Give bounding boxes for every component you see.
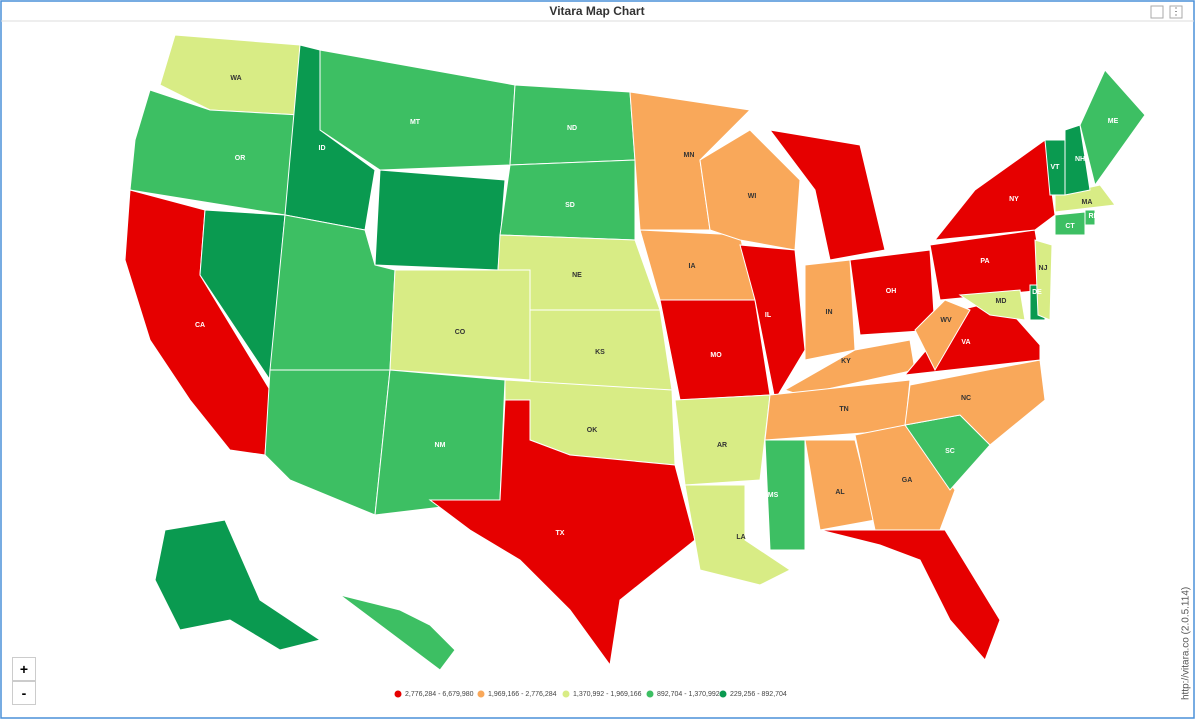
state — [319, 49, 516, 171]
legend-label: 229,256 - 892,704 — [730, 691, 787, 698]
legend-label: 1,370,992 - 1,969,166 — [573, 691, 642, 698]
state-label: RI — [1089, 213, 1096, 220]
state — [1034, 239, 1053, 321]
legend-swatch — [719, 690, 727, 698]
legend-label: 2,776,284 - 6,679,980 — [405, 691, 474, 698]
state-label: WA — [230, 75, 241, 82]
state — [428, 399, 696, 667]
state-label: SC — [945, 448, 955, 455]
state-label: ME — [1108, 118, 1119, 125]
state-label: SD — [565, 202, 575, 209]
state-label: WV — [940, 317, 952, 324]
state-label: OH — [886, 288, 897, 295]
state-label: OR — [235, 155, 246, 162]
state — [1079, 69, 1146, 187]
state — [768, 129, 886, 261]
state-label: MD — [996, 298, 1007, 305]
state-label: VA — [961, 339, 970, 346]
state-label: OK — [587, 427, 598, 434]
state-label: MT — [410, 119, 421, 126]
state-label: IL — [765, 312, 772, 319]
legend-label: 1,969,166 - 2,776,284 — [488, 691, 557, 698]
state-label: MN — [684, 152, 695, 159]
state-label: PA — [980, 258, 989, 265]
state — [1054, 211, 1086, 236]
state-label: NJ — [1039, 265, 1048, 272]
state — [374, 169, 506, 271]
state — [684, 484, 791, 586]
state-label: KS — [595, 349, 605, 356]
legend-swatch — [477, 690, 485, 698]
state-label: KY — [841, 358, 851, 365]
title: Vitara Map Chart — [549, 4, 644, 18]
legend-swatch — [562, 690, 570, 698]
state — [154, 519, 322, 651]
legend-swatch — [646, 690, 654, 698]
state — [929, 229, 1046, 301]
state — [389, 269, 531, 381]
state — [739, 244, 806, 402]
state — [854, 424, 956, 531]
state-label: ID — [319, 145, 326, 152]
menu-icon[interactable] — [1169, 5, 1183, 19]
state-label: ND — [567, 125, 577, 132]
state-label: IN — [826, 309, 833, 316]
state-label: CO — [455, 329, 466, 336]
state-label: NH — [1075, 156, 1085, 163]
state-label: NM — [435, 442, 446, 449]
state-label: IA — [689, 263, 696, 270]
state-label: MO — [710, 352, 722, 359]
legend-swatch — [394, 690, 402, 698]
state — [933, 139, 1056, 241]
state-label: GA — [902, 477, 913, 484]
state-label: DE — [1032, 289, 1042, 296]
state — [264, 369, 391, 516]
state-label: CA — [195, 322, 205, 329]
state-label: TX — [556, 530, 565, 537]
state-label: TN — [839, 406, 848, 413]
state-label: AL — [835, 489, 845, 496]
state — [958, 289, 1026, 321]
state-label: NY — [1009, 196, 1019, 203]
state — [764, 439, 806, 551]
state-label: VT — [1051, 164, 1061, 171]
legend-label: 892,704 - 1,370,992 — [657, 691, 720, 698]
state-label: AR — [717, 442, 727, 449]
state-label: NE — [572, 272, 582, 279]
state — [1064, 124, 1091, 196]
state — [914, 299, 971, 372]
menu-dots: ⋮ — [1171, 7, 1181, 18]
state-label: NC — [961, 395, 971, 402]
state-label: MS — [768, 492, 779, 499]
state — [339, 594, 456, 671]
state-label: MA — [1082, 199, 1093, 206]
state-label: CT — [1065, 223, 1075, 230]
state — [674, 394, 771, 486]
state-label: WI — [748, 193, 757, 200]
state — [819, 529, 1001, 661]
state — [639, 229, 756, 301]
zoom-out[interactable]: - — [12, 681, 36, 705]
state — [499, 159, 636, 241]
zoom-in[interactable]: + — [12, 657, 36, 681]
watermark: http://vitara.co (2.0.5.114) — [1181, 587, 1192, 700]
state — [659, 299, 771, 401]
collapse-icon[interactable] — [1150, 5, 1164, 19]
state — [1084, 209, 1096, 226]
state-label: LA — [736, 534, 745, 541]
